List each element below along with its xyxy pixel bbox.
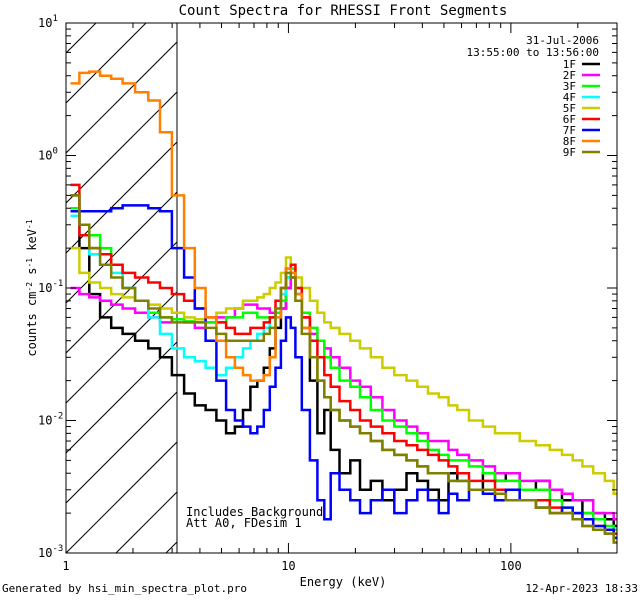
hatched-region [66,23,177,553]
generated-by-text: Generated by hsi_min_spectra_plot.pro [2,582,248,595]
legend-label-9F: 9F [563,146,576,159]
series-7F-line [70,204,617,540]
hatch-line [66,391,177,504]
y-tick-label: 101 [38,14,58,30]
y-tick-label: 10-3 [38,544,63,560]
x-axis-label: Energy (keV) [300,575,387,589]
x-tick-label: 1 [62,559,69,573]
series-5F-line [70,246,617,496]
x-axis-ticks: 1 10 100 [62,23,618,573]
y-tick-label: 10-1 [38,279,63,295]
x-tick-label: 10 [281,559,295,573]
series-9F-line [70,194,617,544]
hatch-line [66,191,177,304]
y-tick-label: 100 [38,147,58,163]
annotation-attenuator: Att A0, FDesim 1 [186,516,302,530]
chart-title: Count Spectra for RHESSI Front Segments [179,3,508,19]
series-6F-line [70,183,617,535]
x-tick-label: 100 [500,559,522,573]
legend-label-3F: 3F [563,80,576,93]
timestamp-text: 12-Apr-2023 18:33 [525,582,638,595]
y-axis-ticks: 10-3 10-2 10-1 100 101 [38,14,617,560]
legend-label-6F: 6F [563,113,576,126]
hatch-line [66,91,177,204]
legend-time-range: 13:55:00 to 13:56:00 [467,46,599,59]
legend-label-4F: 4F [563,91,576,104]
legend-label-7F: 7F [563,124,576,137]
hatch-line [66,41,177,154]
legend-date: 31-Jul-2006 [526,34,599,47]
series-group [70,70,617,544]
legend-label-1F: 1F [563,58,576,71]
series-8F-line [70,70,617,544]
annotation-background: Includes Background [186,505,323,519]
y-axis-label: counts cm-2 s-1 keV-1 [25,219,40,356]
hatch-line [66,441,177,553]
legend-label-5F: 5F [563,102,576,115]
series-1F-line [70,194,617,528]
legend-label-2F: 2F [563,69,576,82]
legend-label-8F: 8F [563,135,576,148]
y-tick-label: 10-2 [38,412,63,428]
